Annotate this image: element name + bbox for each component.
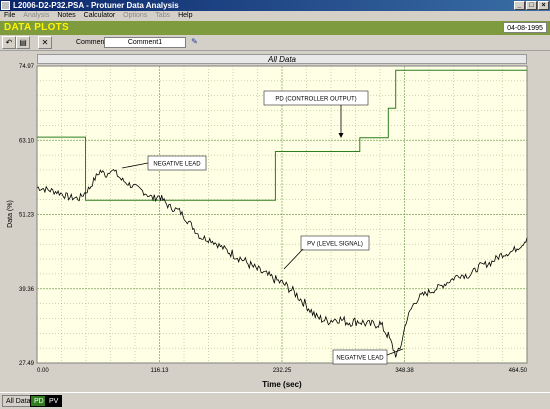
menu-options[interactable]: Options (123, 12, 148, 19)
menu-bar: File Analysis Notes Calculator Options T… (0, 11, 550, 21)
close-button[interactable]: × (538, 1, 549, 10)
toolbar: ↶ ▤ ✕ Comment ✎ (0, 35, 550, 51)
annotation-neg-lead-1: NEGATIVE LEAD (121, 155, 207, 171)
y-tick-label: 51.23 (19, 213, 35, 219)
comment-edit-button[interactable]: ✎ (189, 36, 200, 49)
x-axis-label: Time (sec) (262, 380, 302, 389)
x-tick-labels: 0.00 116.13 232.25 348.38 464.50 (37, 368, 528, 374)
maximize-button[interactable]: □ (526, 1, 537, 10)
comment-label: Comment (76, 39, 107, 46)
annotation-neg-lead-2-text: NEGATIVE LEAD (336, 356, 384, 362)
annotation-pd-arrowhead (338, 133, 344, 138)
annotation-neg-lead-2-arrow (386, 348, 404, 356)
chart-svg[interactable]: 27.49 39.36 51.23 63.10 74.97 0.00 116.13 232.… (0, 52, 550, 390)
undo-button[interactable]: ↶ (2, 36, 16, 49)
date-display: 04-08-1995 (503, 22, 547, 33)
plot-header: All Data (37, 54, 527, 64)
x-tick-label: 116.13 (151, 368, 170, 374)
folder-icon: ▤ (19, 38, 27, 47)
x-tick-label: 464.50 (509, 368, 528, 374)
app-icon[interactable] (1, 1, 10, 10)
window-title: L2006-D2-P32.PSA - Protuner Data Analysi… (13, 1, 179, 10)
pencil-icon: ✎ (191, 37, 198, 46)
menu-file[interactable]: File (4, 12, 16, 19)
menu-notes[interactable]: Notes (57, 12, 76, 19)
plot-area: All Data 27.49 39.36 51.23 63.10 74.97 0.00 1… (0, 52, 550, 390)
comment-input[interactable] (104, 37, 186, 48)
menu-calculator[interactable]: Calculator (83, 12, 116, 19)
menu-help[interactable]: Help (178, 12, 193, 19)
y-axis-label: Data (%) (7, 200, 14, 228)
annotation-pd-text: PD (CONTROLLER OUTPUT) (275, 97, 356, 103)
annotation-pd: PD (CONTROLLER OUTPUT) (263, 90, 369, 138)
annotation-pd-box (263, 90, 369, 106)
annotation-neg-lead-1-text: NEGATIVE LEAD (153, 162, 201, 168)
menu-tabs[interactable]: Tabs (155, 12, 171, 19)
grid-lines (37, 66, 527, 363)
pd-series-line (37, 69, 527, 201)
y-tick-label: 39.36 (19, 287, 35, 293)
y-tick-label: 27.49 (19, 361, 35, 367)
x-tick-label: 0.00 (37, 368, 49, 374)
status-bar: All Data PD PV (0, 392, 550, 409)
annotation-neg-lead-2: NEGATIVE LEAD (332, 348, 404, 365)
data-plots-label: DATA PLOTS (4, 22, 70, 33)
y-tick-labels: 27.49 39.36 51.23 63.10 74.97 (19, 64, 35, 367)
data-plots-bar: DATA PLOTS 04-08-1995 (0, 21, 550, 35)
window-controls: _ □ × (514, 1, 549, 10)
annotation-pv-arrow (283, 248, 304, 270)
annotation-pv: PV (LEVEL SIGNAL) (283, 235, 370, 270)
annotation-neg-lead-2-box (332, 349, 388, 365)
open-button[interactable]: ▤ (16, 36, 30, 49)
x-tick-label: 348.38 (395, 368, 414, 374)
undo-icon: ↶ (5, 38, 13, 47)
minimize-button[interactable]: _ (514, 1, 525, 10)
pv-series-line (36, 169, 528, 358)
title-bar: L2006-D2-P32.PSA - Protuner Data Analysi… (0, 0, 550, 11)
y-tick-label: 63.10 (19, 138, 35, 144)
tab-pv[interactable]: PV (45, 395, 63, 407)
annotation-neg-lead-1-arrow (121, 162, 149, 169)
x-tick-label: 232.25 (273, 368, 292, 374)
tab-pd[interactable]: PD (30, 395, 48, 407)
clear-button[interactable]: ✕ (38, 36, 52, 49)
menu-analysis[interactable]: Analysis (23, 12, 50, 19)
y-tick-label: 74.97 (19, 64, 35, 70)
annotation-pv-text: PV (LEVEL SIGNAL) (307, 242, 363, 248)
annotation-pv-box (300, 235, 370, 251)
x-icon: ✕ (41, 38, 49, 47)
